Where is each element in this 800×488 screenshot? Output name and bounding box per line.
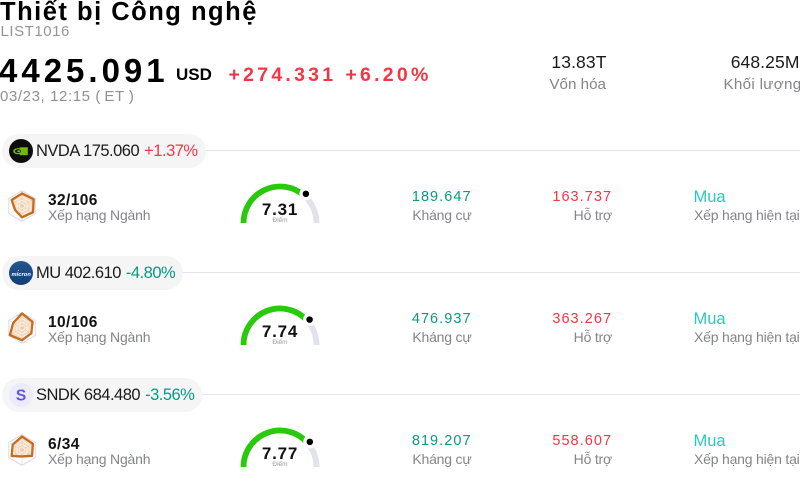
svg-text:micron: micron xyxy=(12,272,32,278)
svg-text:S: S xyxy=(16,387,26,404)
